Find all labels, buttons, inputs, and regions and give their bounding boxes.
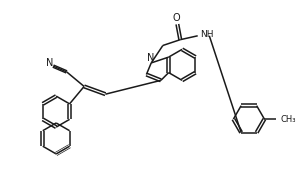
Text: CH₃: CH₃	[281, 115, 296, 124]
Text: NH: NH	[200, 30, 214, 39]
Text: N: N	[146, 53, 154, 63]
Text: O: O	[173, 13, 180, 23]
Text: N: N	[45, 58, 53, 68]
